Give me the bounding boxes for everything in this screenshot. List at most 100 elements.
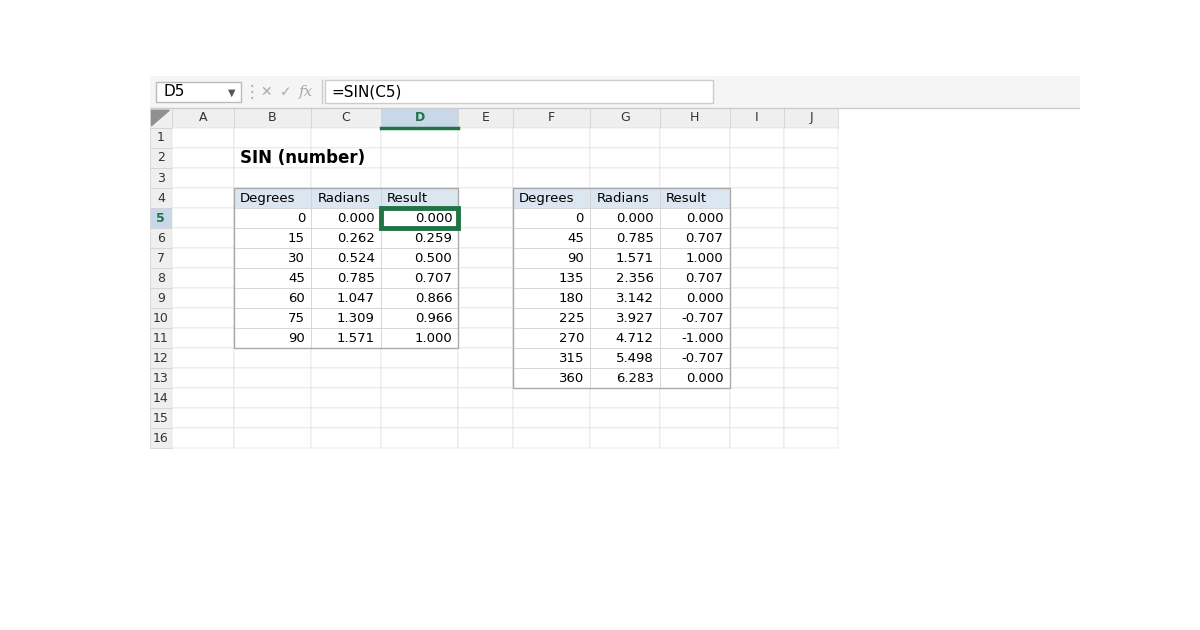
Bar	[380, 228, 458, 248]
Bar	[311, 248, 380, 268]
Bar	[234, 328, 311, 348]
Text: 13: 13	[152, 372, 169, 385]
Bar	[380, 328, 458, 348]
Text: ▼: ▼	[228, 88, 236, 98]
Text: 6.283: 6.283	[616, 372, 654, 385]
Bar	[590, 228, 660, 248]
Bar	[172, 428, 234, 449]
Text: 12: 12	[152, 352, 169, 365]
Text: 0.000: 0.000	[415, 212, 452, 224]
Text: 15: 15	[288, 232, 305, 244]
Bar	[590, 368, 660, 388]
Text: 75: 75	[288, 312, 305, 324]
Polygon shape	[151, 110, 169, 125]
Bar	[730, 228, 784, 248]
Text: 0.785: 0.785	[616, 232, 654, 244]
Bar	[311, 108, 380, 128]
Bar	[784, 368, 839, 388]
Bar	[512, 208, 590, 228]
Text: 45: 45	[568, 232, 584, 244]
Bar	[311, 208, 380, 228]
Bar	[234, 388, 311, 408]
Bar	[590, 248, 660, 268]
Bar	[311, 268, 380, 288]
Bar	[660, 328, 730, 348]
Text: 0.000: 0.000	[616, 212, 654, 224]
Bar	[458, 128, 512, 148]
Bar	[590, 108, 660, 128]
Bar	[730, 188, 784, 208]
Text: 5.498: 5.498	[616, 352, 654, 365]
Bar	[512, 268, 590, 288]
Bar	[590, 148, 660, 168]
Text: 5: 5	[156, 212, 166, 224]
Bar	[590, 248, 660, 268]
Bar	[660, 268, 730, 288]
Bar	[311, 168, 380, 188]
Bar	[730, 248, 784, 268]
Text: 0.000: 0.000	[686, 292, 724, 305]
Bar	[458, 248, 512, 268]
Bar	[150, 428, 172, 449]
Text: SIN (number): SIN (number)	[240, 149, 365, 167]
Bar	[311, 328, 380, 348]
Bar	[784, 288, 839, 308]
Text: 315: 315	[558, 352, 584, 365]
Bar	[234, 208, 311, 228]
Bar	[784, 348, 839, 368]
Text: J: J	[809, 112, 812, 125]
Bar	[730, 408, 784, 428]
Text: 270: 270	[559, 331, 584, 345]
Bar	[172, 408, 234, 428]
Bar	[730, 208, 784, 228]
Text: Result: Result	[666, 192, 707, 205]
Bar	[512, 408, 590, 428]
Bar	[172, 188, 234, 208]
Bar	[660, 308, 730, 328]
Bar	[380, 328, 458, 348]
Bar	[512, 168, 590, 188]
Bar	[512, 188, 730, 388]
Bar	[172, 308, 234, 328]
Bar	[590, 348, 660, 368]
Bar	[380, 348, 458, 368]
Bar	[660, 368, 730, 388]
Bar	[590, 348, 660, 368]
Bar	[660, 288, 730, 308]
Bar	[458, 308, 512, 328]
Bar	[311, 208, 380, 228]
Text: 1.571: 1.571	[616, 251, 654, 265]
Bar	[150, 128, 172, 148]
Bar	[380, 208, 458, 228]
Bar	[784, 148, 839, 168]
Bar	[172, 208, 234, 228]
Bar	[234, 268, 311, 288]
Text: 0.785: 0.785	[337, 272, 374, 285]
Bar	[590, 188, 660, 208]
Bar	[311, 188, 380, 208]
Text: G: G	[620, 112, 630, 125]
Bar	[150, 408, 172, 428]
Bar	[660, 288, 730, 308]
Text: -0.707: -0.707	[680, 312, 724, 324]
Text: 30: 30	[288, 251, 305, 265]
Bar	[784, 208, 839, 228]
Bar	[660, 208, 730, 228]
Bar	[458, 408, 512, 428]
Bar	[234, 128, 311, 148]
Bar	[590, 388, 660, 408]
Bar	[512, 368, 590, 388]
Text: 3.142: 3.142	[616, 292, 654, 305]
Text: =SIN(C5): =SIN(C5)	[331, 84, 402, 100]
Text: 0.707: 0.707	[414, 272, 452, 285]
Bar	[380, 108, 458, 128]
Bar	[234, 288, 311, 308]
Bar	[311, 268, 380, 288]
Bar	[660, 388, 730, 408]
Bar	[660, 188, 730, 208]
Text: H: H	[690, 112, 700, 125]
Bar	[458, 148, 512, 168]
Bar	[590, 408, 660, 428]
Bar	[234, 288, 311, 308]
Text: 15: 15	[152, 412, 169, 425]
